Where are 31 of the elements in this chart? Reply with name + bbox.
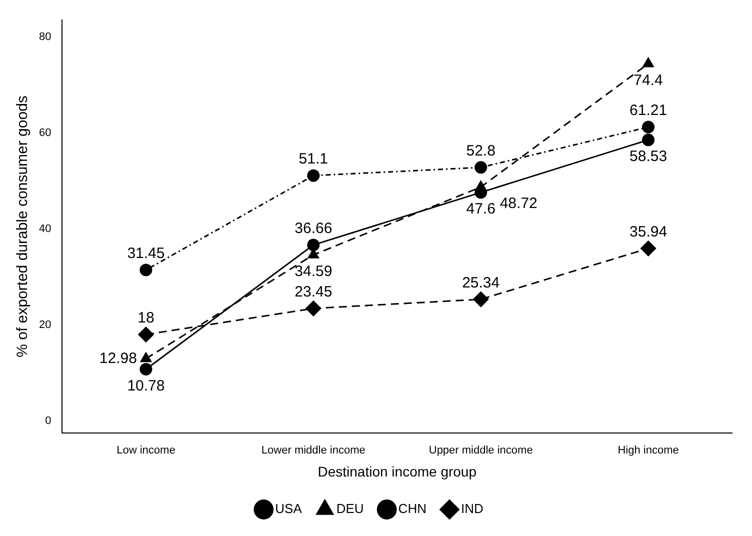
data-label: 25.34: [462, 274, 500, 292]
data-label: 52.8: [466, 142, 496, 160]
data-label: 61.21: [630, 102, 668, 120]
y-tick-label: 80: [38, 30, 52, 43]
data-label: 51.1: [298, 150, 328, 168]
y-tick-label: 20: [38, 318, 52, 331]
x-tick-label: High income: [618, 444, 679, 457]
data-label: 31.45: [127, 245, 165, 262]
data-label: 74.4: [634, 72, 663, 89]
data-label: 34.59: [294, 263, 332, 280]
y-axis-title: % of exported durable consumer goods: [14, 96, 32, 358]
data-label: 35.94: [630, 224, 668, 241]
x-tick-label: Upper middle income: [428, 444, 533, 457]
x-tick-label: Lower middle income: [261, 444, 366, 457]
data-label: 47.6: [466, 200, 496, 218]
data-label: 12.98: [99, 350, 137, 367]
legend-label: DEU: [336, 501, 364, 516]
data-label: 58.53: [630, 148, 668, 166]
y-tick-label: 60: [38, 126, 52, 139]
data-label: 18: [138, 310, 154, 327]
x-axis-title: Destination income group: [318, 463, 477, 480]
y-tick-label: 40: [38, 222, 52, 235]
data-label: 10.78: [127, 377, 165, 394]
legend-label: USA: [275, 501, 302, 516]
data-label: 23.45: [294, 284, 332, 301]
legend-label: IND: [460, 501, 484, 516]
y-tick-label: 0: [45, 415, 52, 428]
x-tick-label: Low income: [116, 444, 176, 457]
legend-label: CHN: [398, 501, 426, 516]
data-label: 48.72: [500, 195, 538, 212]
data-label: 36.66: [294, 220, 332, 238]
